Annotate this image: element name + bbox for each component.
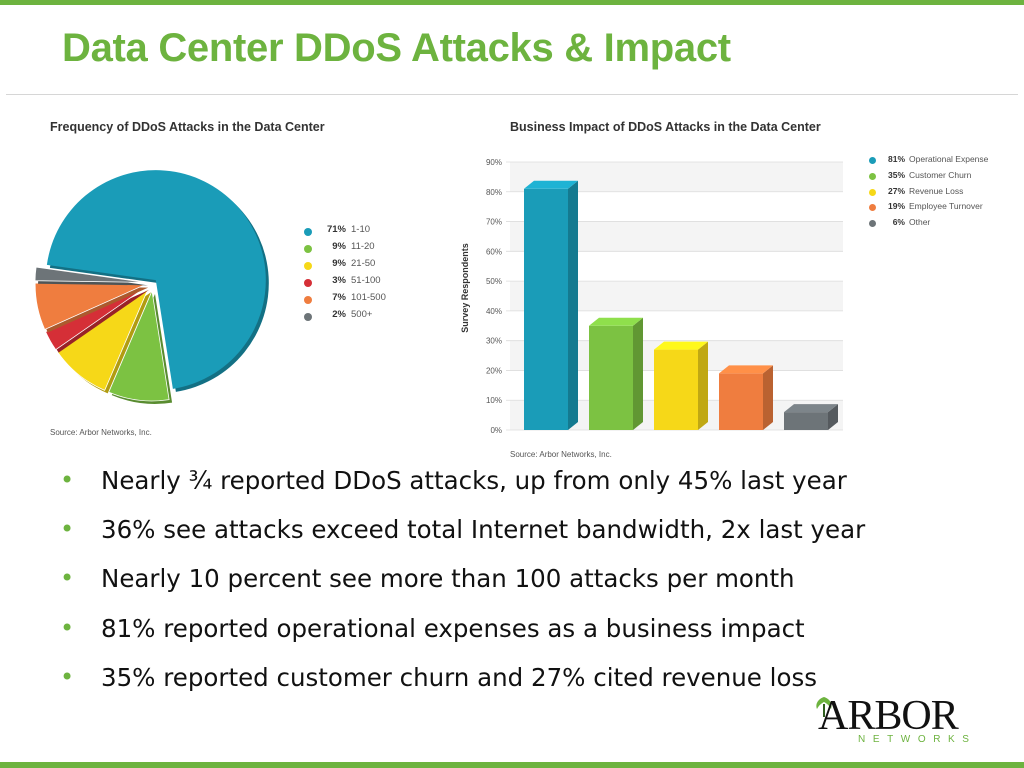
bar-y-axis-label: Survey Respondents <box>460 243 470 333</box>
legend-value: 19% <box>887 201 905 212</box>
legend-swatch <box>869 204 876 212</box>
bullet-item: Nearly ¾ reported DDoS attacks, up from … <box>60 466 865 515</box>
y-tick-label: 0% <box>490 426 502 435</box>
bar <box>719 373 763 430</box>
legend-value: 81% <box>887 154 905 164</box>
legend-swatch <box>304 262 312 270</box>
legend-label: Revenue Loss <box>909 185 964 196</box>
bar-top <box>784 404 838 413</box>
pie-slice <box>46 170 266 389</box>
bar-y-ticks: 0% 10% 20% 30% 40% 50% 60% 70% 80% 90% <box>486 158 502 435</box>
legend-swatch <box>304 228 312 236</box>
legend-value: 6% <box>892 217 905 228</box>
tree-icon <box>816 697 832 717</box>
title-divider <box>6 94 1018 95</box>
legend-label: 1-10 <box>351 224 371 235</box>
bar-top <box>719 365 773 374</box>
legend-swatch <box>869 188 876 196</box>
legend-swatch <box>304 279 312 287</box>
legend-value: 35% <box>887 169 905 180</box>
bar <box>589 325 633 430</box>
bullet-item: 35% reported customer churn and 27% cite… <box>60 663 865 712</box>
bar <box>654 349 698 430</box>
top-accent-bar <box>0 0 1024 5</box>
bar-chart: 0% 10% 20% 30% 40% 50% 60% 70% 80% 90% Survey Res… <box>460 158 843 435</box>
legend-label: 500+ <box>351 309 373 320</box>
pie-slices <box>34 170 269 404</box>
y-tick-label: 20% <box>486 366 502 375</box>
legend-swatch <box>304 245 312 253</box>
legend-label: 101-500 <box>351 292 386 303</box>
legend-value: 9% <box>332 241 346 252</box>
bar-side <box>698 341 708 430</box>
pie-slice <box>57 288 149 391</box>
key-findings-list: Nearly ¾ reported DDoS attacks, up from … <box>60 466 865 712</box>
legend-label: Employee Turnover <box>909 201 983 212</box>
legend-value: 3% <box>332 275 346 286</box>
bar-side <box>568 180 578 430</box>
bar-top <box>524 180 578 189</box>
bar-side <box>633 317 643 430</box>
y-tick-label: 30% <box>486 337 502 346</box>
y-tick-label: 60% <box>486 247 502 256</box>
bullet-item: 81% reported operational expenses as a b… <box>60 614 865 663</box>
legend-label: Operational Expense <box>909 154 989 164</box>
legend-value: 2% <box>332 309 346 320</box>
legend-label: Other <box>909 217 931 228</box>
pie-chart <box>34 170 269 404</box>
bottom-accent-bar <box>0 762 1024 768</box>
legend-value: 27% <box>887 185 905 196</box>
pie-slice <box>45 286 147 351</box>
y-tick-label: 40% <box>486 307 502 316</box>
logo-subtext: NETWORKS <box>858 734 977 745</box>
legend-swatch <box>304 313 312 321</box>
bar-side <box>763 365 773 430</box>
bar <box>524 188 568 430</box>
legend-label: 21-50 <box>351 258 376 269</box>
legend-label: Customer Churn <box>909 169 972 180</box>
pie-slice <box>34 282 146 331</box>
y-tick-label: 90% <box>486 158 502 167</box>
pie-chart-title: Frequency of DDoS Attacks in the Data Ce… <box>50 120 325 134</box>
legend-value: 71% <box>326 224 346 235</box>
legend-label: 11-20 <box>351 241 375 252</box>
y-tick-label: 50% <box>486 277 502 286</box>
y-tick-label: 70% <box>486 218 502 227</box>
y-tick-label: 10% <box>486 396 502 405</box>
pie-source: Source: Arbor Networks, Inc. <box>50 428 152 437</box>
legend-value: 9% <box>332 258 346 269</box>
bar <box>784 412 828 430</box>
bar-chart-title: Business Impact of DDoS Attacks in the D… <box>510 120 821 134</box>
legend-swatch <box>869 172 876 180</box>
pie-slice <box>34 266 146 283</box>
legend-swatch <box>869 220 876 228</box>
legend-value: 7% <box>332 292 346 303</box>
bar-bars <box>524 180 838 430</box>
bar-source: Source: Arbor Networks, Inc. <box>510 450 612 459</box>
legend-swatch <box>304 296 312 304</box>
y-tick-label: 80% <box>486 188 502 197</box>
bar-side <box>828 404 838 430</box>
bar-top <box>654 341 708 350</box>
pie-slice <box>108 289 170 402</box>
legend-label: 51-100 <box>351 275 381 286</box>
bar-top <box>589 317 643 326</box>
legend-swatch <box>869 157 876 164</box>
bullet-item: Nearly 10 percent see more than 100 atta… <box>60 564 865 613</box>
bullet-item: 36% see attacks exceed total Internet ba… <box>60 515 865 564</box>
arbor-networks-logo: ARBOR NETWORKS <box>812 694 980 750</box>
logo-wordmark: ARBOR <box>818 693 959 739</box>
slide-title: Data Center DDoS Attacks & Impact <box>62 26 731 70</box>
